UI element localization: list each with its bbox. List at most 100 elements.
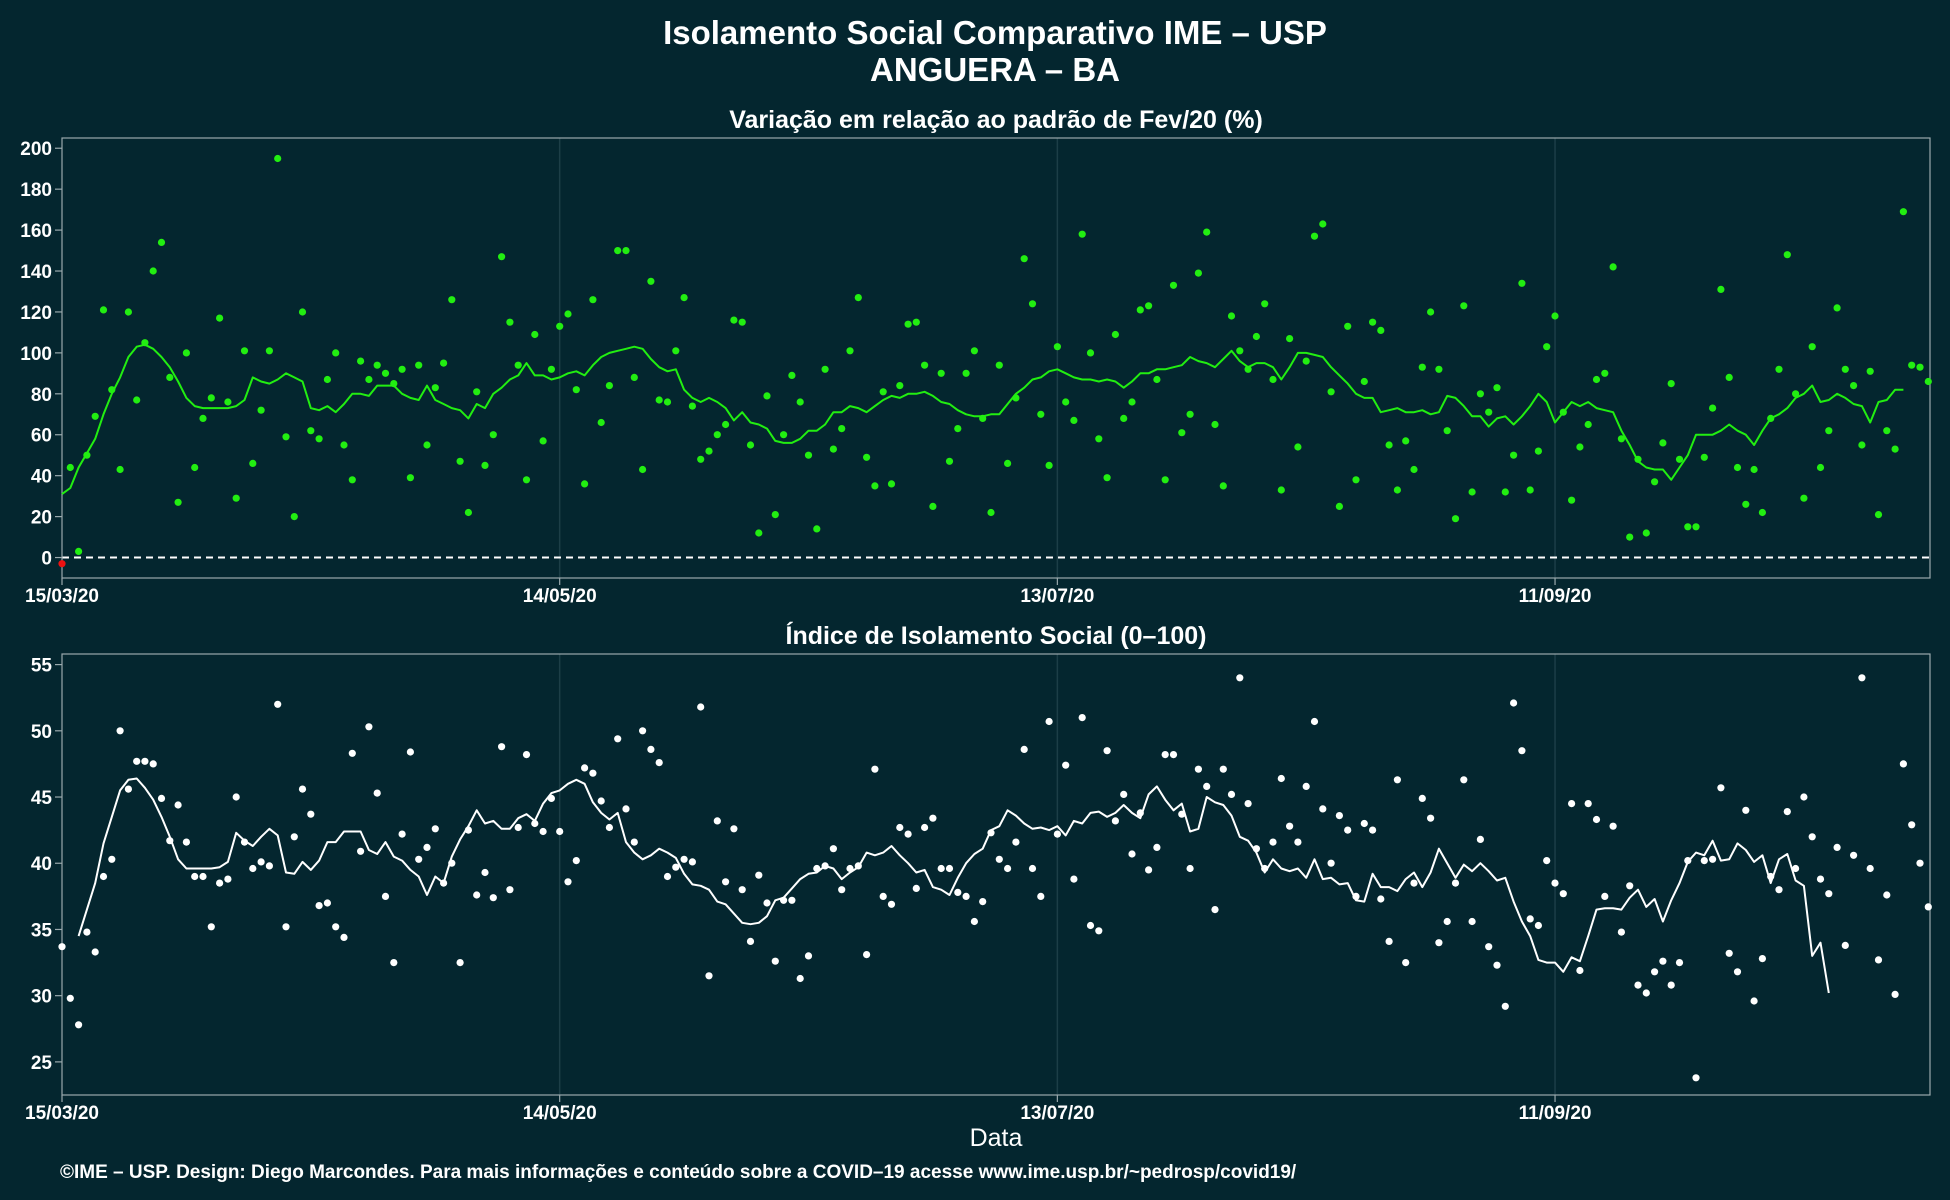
top-data-point bbox=[381, 369, 390, 377]
top-data-point bbox=[1883, 427, 1891, 435]
bottom-data-point bbox=[133, 757, 141, 765]
bottom-data-point bbox=[1667, 981, 1675, 989]
bottom-data-point bbox=[1850, 851, 1858, 859]
bottom-y-tick-label-3: 40 bbox=[31, 854, 52, 875]
top-data-point bbox=[838, 425, 846, 433]
top-data-point bbox=[547, 365, 556, 373]
bottom-data-point bbox=[1609, 822, 1617, 830]
bottom-data-point bbox=[481, 868, 489, 877]
bottom-data-point bbox=[1269, 838, 1277, 846]
bottom-data-point bbox=[1393, 776, 1401, 784]
bottom-data-point bbox=[1377, 895, 1385, 903]
top-data-point bbox=[796, 398, 804, 406]
top-data-point bbox=[174, 498, 182, 506]
bottom-data-point bbox=[1402, 959, 1410, 967]
bottom-data-point bbox=[1584, 800, 1592, 808]
top-data-point bbox=[464, 508, 472, 517]
top-data-point bbox=[1327, 388, 1335, 396]
top-data-point bbox=[58, 560, 66, 568]
bottom-data-point bbox=[191, 872, 199, 881]
top-data-point bbox=[879, 388, 887, 396]
bottom-data-point bbox=[1858, 674, 1866, 682]
top-data-point bbox=[514, 361, 522, 369]
top-data-point bbox=[340, 441, 348, 449]
bottom-x-tick-label-3: 11/09/20 bbox=[1519, 1103, 1592, 1124]
bottom-data-point bbox=[780, 896, 788, 904]
top-data-point bbox=[1924, 377, 1932, 386]
top-data-point bbox=[614, 247, 622, 255]
top-data-point bbox=[348, 476, 356, 484]
top-data-point bbox=[1244, 365, 1252, 373]
bottom-data-point bbox=[1916, 859, 1924, 867]
top-data-point bbox=[1120, 414, 1128, 422]
top-data-point bbox=[1227, 312, 1236, 320]
top-data-point bbox=[1194, 269, 1202, 277]
top-data-point bbox=[1592, 375, 1601, 384]
top-data-point bbox=[1319, 220, 1327, 228]
top-data-point bbox=[1568, 496, 1576, 504]
bottom-data-point bbox=[1468, 917, 1476, 926]
bottom-data-point bbox=[124, 785, 132, 793]
top-data-point bbox=[91, 412, 99, 420]
top-data-point bbox=[1178, 429, 1186, 437]
bottom-data-point bbox=[473, 891, 481, 899]
bottom-data-point bbox=[531, 819, 539, 828]
bottom-data-point bbox=[846, 864, 854, 873]
bottom-data-point bbox=[431, 825, 439, 833]
bottom-data-point bbox=[813, 864, 821, 873]
top-data-point bbox=[556, 322, 564, 330]
top-data-point bbox=[1385, 441, 1393, 449]
top-data-point bbox=[846, 347, 854, 355]
top-data-point bbox=[1675, 455, 1684, 463]
top-data-point bbox=[1443, 427, 1451, 435]
bottom-data-point bbox=[572, 857, 580, 865]
bottom-data-point bbox=[1659, 957, 1667, 965]
top-data-point bbox=[813, 525, 821, 533]
top-data-point bbox=[1294, 443, 1302, 451]
top-data-point bbox=[1493, 384, 1501, 392]
top-data-point bbox=[1261, 300, 1269, 308]
bottom-data-point bbox=[1310, 717, 1319, 726]
bottom-x-tick-label-1: 14/05/20 bbox=[523, 1103, 597, 1124]
bottom-data-point bbox=[663, 872, 672, 881]
top-y-tick-label-2: 40 bbox=[31, 467, 52, 488]
top-data-point bbox=[1551, 312, 1559, 320]
bottom-data-point bbox=[746, 937, 755, 946]
bottom-data-point bbox=[224, 875, 232, 883]
top-data-point bbox=[780, 431, 788, 439]
top-y-tick-label-5: 100 bbox=[20, 344, 52, 365]
top-data-point bbox=[224, 398, 232, 406]
bottom-data-point bbox=[166, 837, 174, 845]
top-data-point bbox=[945, 457, 954, 465]
top-data-point bbox=[1825, 427, 1833, 435]
top-data-point bbox=[1070, 416, 1078, 424]
top-data-point bbox=[1145, 302, 1153, 310]
top-data-point bbox=[1601, 369, 1609, 377]
bottom-data-point bbox=[216, 879, 224, 887]
top-data-point bbox=[456, 457, 464, 465]
bottom-data-point bbox=[589, 769, 597, 777]
bottom-data-point bbox=[332, 923, 340, 931]
bottom-chart-panel: 25 30 35 40 45 50 55 15/03/20 14/05/20 13/07/20 11… bbox=[25, 653, 1932, 1124]
top-data-point bbox=[191, 463, 199, 472]
bottom-data-point bbox=[1626, 882, 1634, 890]
bottom-data-point bbox=[1750, 997, 1758, 1005]
top-y-tick-label-3: 60 bbox=[31, 426, 52, 447]
top-data-point bbox=[99, 306, 108, 314]
bottom-data-point bbox=[1037, 892, 1045, 901]
bottom-data-point bbox=[1045, 717, 1053, 726]
top-chart-panel: 0 20 40 60 80 100 120 140 160 180 200 15/03/20 14/05… bbox=[20, 137, 1932, 607]
bottom-data-point bbox=[440, 879, 448, 887]
top-data-point bbox=[448, 296, 456, 304]
top-y-tick-label-0: 0 bbox=[41, 549, 52, 570]
bottom-data-point bbox=[904, 830, 912, 838]
top-panel-border bbox=[61, 137, 1931, 579]
bottom-data-point bbox=[1103, 747, 1111, 755]
top-data-point bbox=[249, 459, 257, 467]
top-data-point bbox=[746, 441, 755, 449]
bottom-chart-title: Índice de Isolamento Social (0–100) bbox=[786, 621, 1207, 650]
bottom-y-tick-label-6: 55 bbox=[31, 656, 53, 677]
top-data-point bbox=[738, 318, 746, 326]
bottom-data-point bbox=[539, 827, 547, 836]
